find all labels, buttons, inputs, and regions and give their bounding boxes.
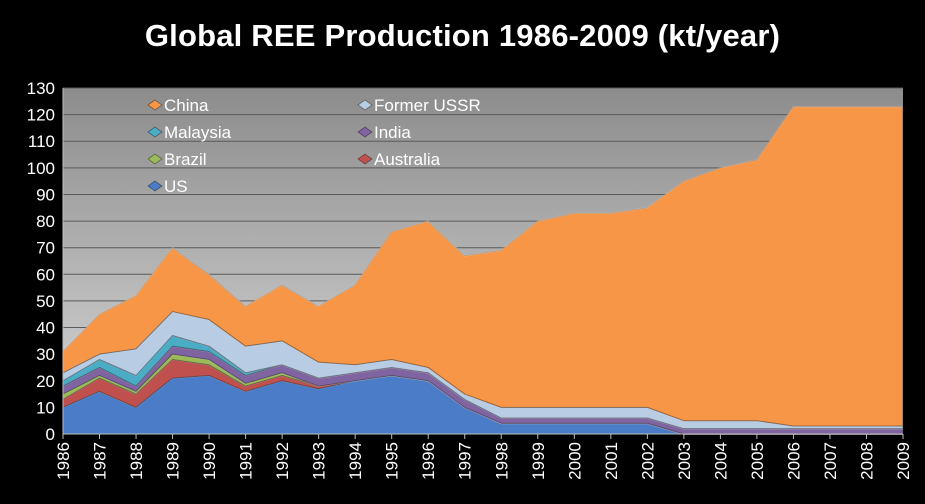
x-tick-label-1986: 1986 <box>54 442 73 480</box>
x-tick-label-2004: 2004 <box>711 442 730 480</box>
legend-item-us: US <box>147 177 188 196</box>
x-tick-label-1990: 1990 <box>200 442 219 480</box>
x-tick-label-1993: 1993 <box>310 442 329 480</box>
area-edge-china <box>62 105 903 353</box>
x-tick-label-1998: 1998 <box>492 442 511 480</box>
legend-label-china: China <box>164 96 209 115</box>
legend-item-malaysia: Malaysia <box>147 123 232 142</box>
area-series-china <box>62 106 904 427</box>
legend-label-australia: Australia <box>374 150 441 169</box>
x-tick-label-1991: 1991 <box>237 442 256 480</box>
legend-swatch-australia <box>357 153 373 165</box>
area-edge-former-ussr <box>62 310 903 427</box>
y-tick-label-10: 10 <box>36 398 55 417</box>
x-tick-label-1989: 1989 <box>164 442 183 480</box>
x-tick-label-2008: 2008 <box>857 442 876 480</box>
x-tick-label-1995: 1995 <box>383 442 402 480</box>
legend-swatch-us <box>147 180 163 192</box>
y-tick-label-20: 20 <box>36 372 55 391</box>
legend: China Former USSR Malaysia India Brazil Austr… <box>147 96 481 196</box>
legend-item-australia: Australia <box>357 150 441 169</box>
legend-label-brazil: Brazil <box>164 150 207 169</box>
legend-label-india: India <box>374 123 411 142</box>
x-tick-label-1987: 1987 <box>91 442 110 480</box>
legend-label-malaysia: Malaysia <box>164 123 232 142</box>
y-tick-label-130: 130 <box>27 79 55 98</box>
chart-title: Global REE Production 1986-2009 (kt/year… <box>144 18 781 53</box>
axes: 0 10 20 30 40 50 60 70 80 90 100 110 120 130 1986 1987 1… <box>27 79 913 480</box>
y-tick-label-120: 120 <box>27 106 55 125</box>
legend-swatch-malaysia <box>147 126 163 138</box>
x-tick-label-2001: 2001 <box>602 442 621 480</box>
y-tick-label-110: 110 <box>28 132 55 151</box>
y-tick-label-50: 50 <box>36 292 55 311</box>
x-tick-label-2009: 2009 <box>894 442 913 480</box>
y-tick-label-100: 100 <box>27 159 55 178</box>
y-tick-label-40: 40 <box>36 319 55 338</box>
x-tick-label-1997: 1997 <box>456 442 475 480</box>
x-tick-label-2003: 2003 <box>675 442 694 480</box>
legend-item-india: India <box>357 123 411 142</box>
legend-label-us: US <box>164 177 188 196</box>
y-tick-label-0: 0 <box>46 425 55 444</box>
x-tick-label-2002: 2002 <box>638 442 657 480</box>
y-tick-label-30: 30 <box>36 345 55 364</box>
x-tick-label-2005: 2005 <box>748 442 767 480</box>
x-tick-label-1999: 1999 <box>529 442 548 480</box>
x-tick-label-1994: 1994 <box>346 442 365 480</box>
x-tick-label-2006: 2006 <box>784 442 803 480</box>
y-tick-label-90: 90 <box>36 185 55 204</box>
legend-swatch-former-ussr <box>357 99 373 111</box>
legend-label-former-ussr: Former USSR <box>374 96 481 115</box>
legend-swatch-india <box>357 126 373 138</box>
legend-swatch-china <box>147 99 163 111</box>
x-tick-label-1996: 1996 <box>419 442 438 480</box>
legend-item-brazil: Brazil <box>147 150 207 169</box>
x-tick-label-2007: 2007 <box>821 442 840 480</box>
x-tick-label-2000: 2000 <box>565 442 584 480</box>
legend-item-former-ussr: Former USSR <box>357 96 481 115</box>
y-tick-label-70: 70 <box>36 239 55 258</box>
y-tick-label-80: 80 <box>36 212 55 231</box>
legend-item-china: China <box>147 96 209 115</box>
x-tick-label-1992: 1992 <box>273 442 292 480</box>
legend-swatch-brazil <box>147 153 163 165</box>
x-tick-label-1988: 1988 <box>127 442 146 480</box>
y-tick-label-60: 60 <box>36 265 55 284</box>
